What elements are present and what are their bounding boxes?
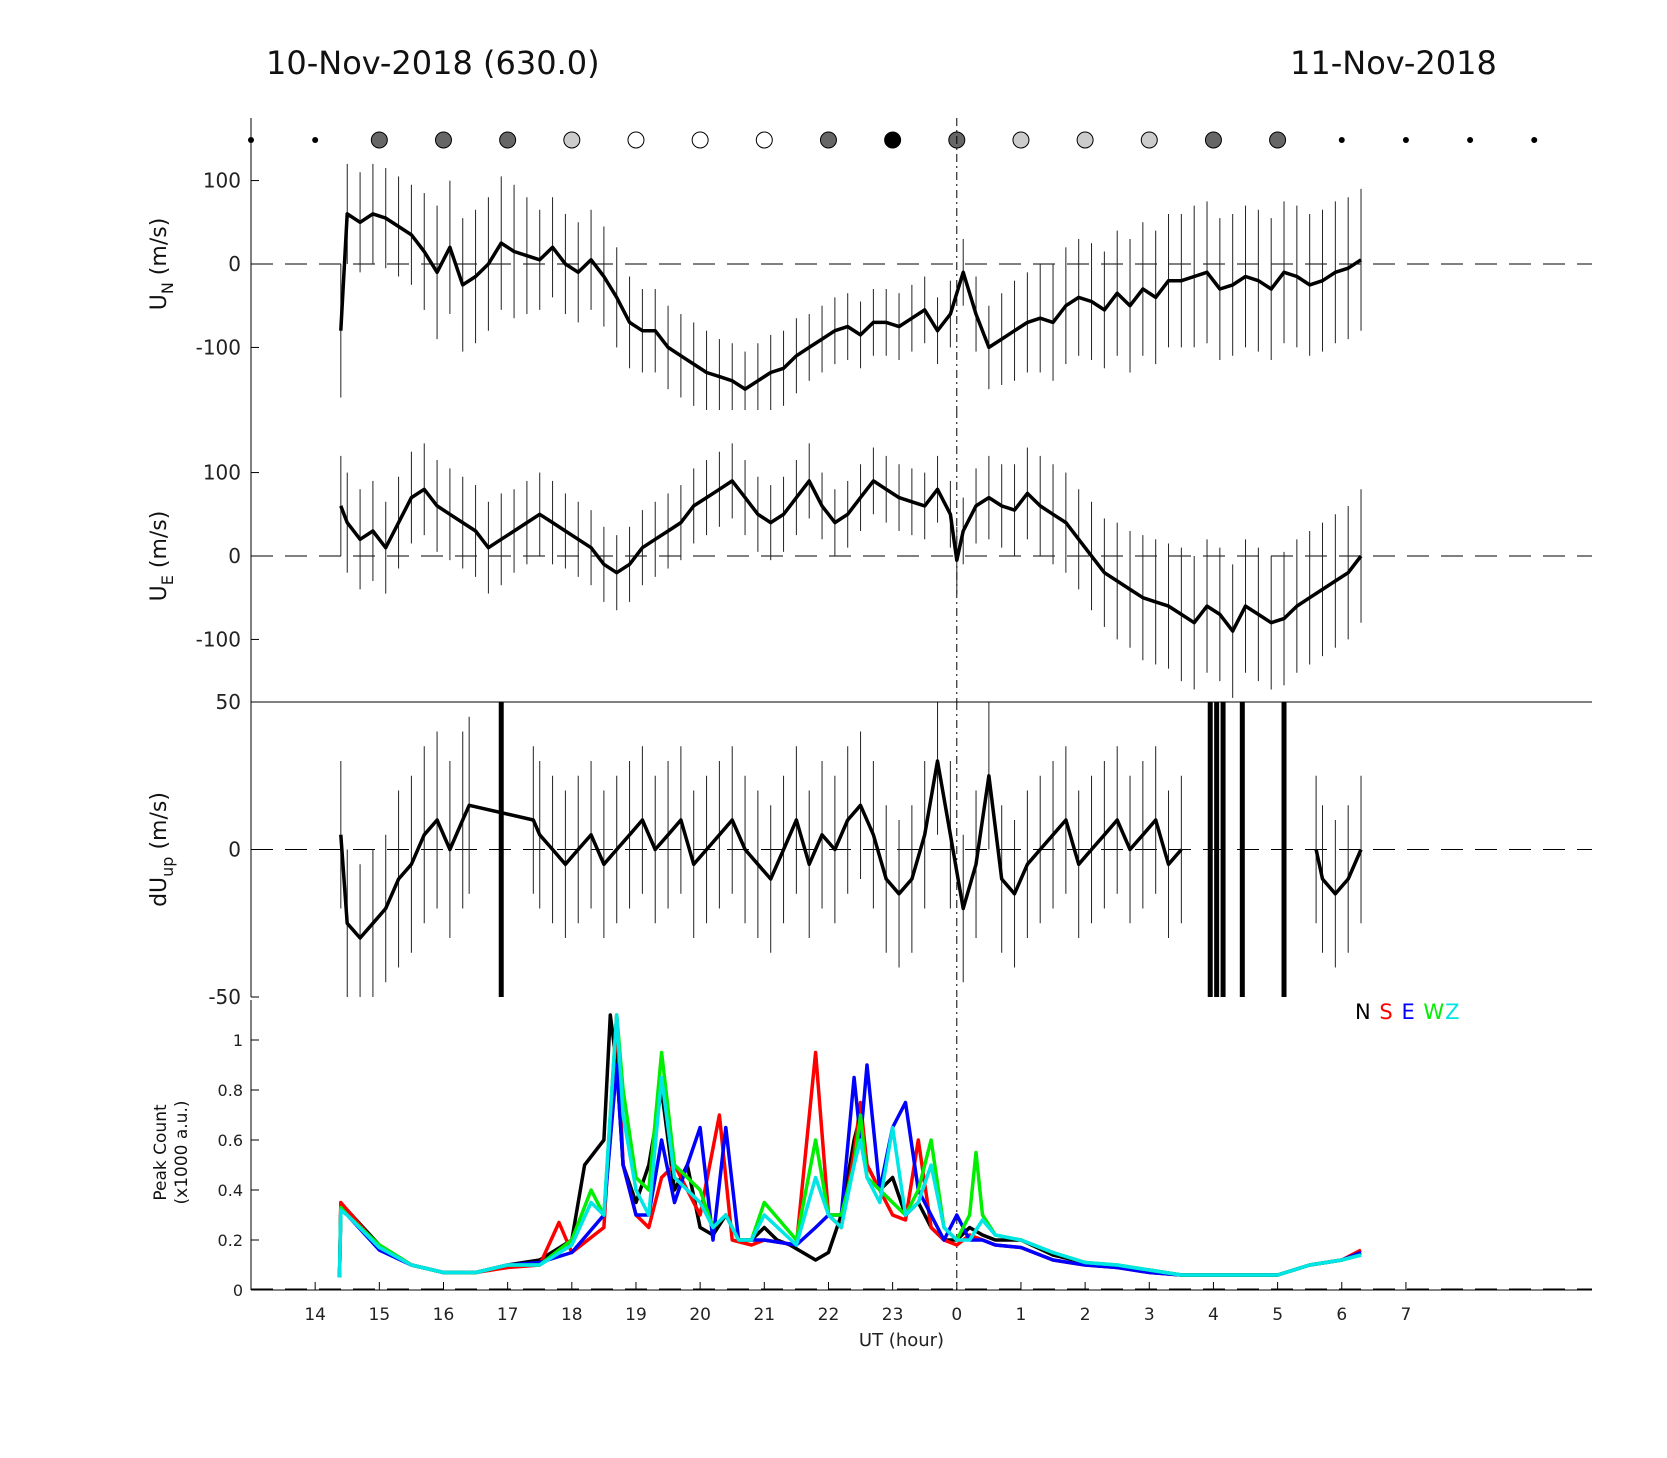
x-tick-label: 5 bbox=[1272, 1305, 1283, 1325]
x-tick-label: 17 bbox=[497, 1305, 519, 1325]
y-tick-label: 0 bbox=[228, 252, 241, 276]
y-label-sub: up bbox=[158, 857, 177, 877]
marker-light-gray bbox=[1076, 131, 1094, 149]
x-tick-label: 2 bbox=[1080, 1305, 1091, 1325]
y-tick-label: 1 bbox=[233, 1031, 243, 1050]
marker-light-gray bbox=[1140, 131, 1158, 149]
series-line-z bbox=[337, 1013, 1362, 1278]
legend: N S E WZ bbox=[1355, 1000, 1461, 1024]
marker-dot bbox=[1531, 137, 1538, 143]
marker-dark-gray bbox=[1269, 131, 1287, 149]
y-tick-label: 0.2 bbox=[218, 1231, 243, 1250]
panel-dup: 50 0 -50 dUup (m/s) bbox=[147, 690, 1592, 1009]
marker-dot bbox=[1402, 137, 1409, 143]
y-label-unit: (m/s) bbox=[147, 218, 172, 282]
y-tick-label: -100 bbox=[196, 627, 241, 651]
marker-black bbox=[884, 131, 902, 149]
y-label-main: dU bbox=[147, 877, 172, 907]
marker-white bbox=[691, 131, 709, 149]
x-tick-label: 0 bbox=[951, 1305, 962, 1325]
x-tick-label: 16 bbox=[433, 1305, 455, 1325]
y-axis-label: UE (m/s) bbox=[147, 511, 177, 602]
marker-light-gray bbox=[563, 131, 581, 149]
x-tick-label: 15 bbox=[369, 1305, 391, 1325]
legend-e: E bbox=[1401, 1000, 1416, 1024]
y-label-unit: (m/s) bbox=[147, 511, 172, 575]
marker-dot bbox=[1338, 137, 1345, 143]
y-label-main: U bbox=[147, 294, 172, 310]
y-tick-label: 0 bbox=[228, 838, 241, 862]
panel-ue: 100 0 -100 UE (m/s) bbox=[147, 410, 1592, 702]
x-tick-label: 20 bbox=[689, 1305, 711, 1325]
y-tick-label: 0.8 bbox=[218, 1081, 243, 1100]
y-label-sub: E bbox=[158, 575, 177, 585]
sky-condition-markers bbox=[248, 131, 1538, 149]
x-tick-label: 18 bbox=[561, 1305, 583, 1325]
legend-n: N bbox=[1355, 1000, 1372, 1024]
marker-dark-gray bbox=[499, 131, 517, 149]
y-tick-label: -50 bbox=[208, 985, 241, 1009]
y-label-unit: (m/s) bbox=[147, 792, 172, 856]
marker-dark-gray bbox=[370, 131, 388, 149]
date-title-right: 11-Nov-2018 bbox=[1290, 44, 1497, 82]
x-axis-label: UT (hour) bbox=[859, 1330, 944, 1351]
y-label-main: U bbox=[147, 585, 172, 601]
marker-light-gray bbox=[1012, 131, 1030, 149]
x-tick-label: 22 bbox=[818, 1305, 840, 1325]
y-tick-label: 0 bbox=[228, 544, 241, 568]
y-tick-label: 100 bbox=[203, 461, 241, 485]
y-tick-label: 50 bbox=[216, 690, 241, 714]
y-axis-label-unit: (x1000 a.u.) bbox=[172, 1101, 192, 1205]
legend-w: W bbox=[1423, 1000, 1446, 1024]
x-tick-label: 6 bbox=[1336, 1305, 1347, 1325]
panel-un: 100 0 -100 UN (m/s) bbox=[147, 118, 1592, 410]
series-line bbox=[1314, 848, 1363, 896]
x-tick-label: 14 bbox=[304, 1305, 326, 1325]
date-title-left: 10-Nov-2018 (630.0) bbox=[266, 44, 600, 82]
marker-dot bbox=[1467, 137, 1474, 143]
y-tick-label: 0 bbox=[233, 1281, 243, 1300]
marker-dark-gray bbox=[1204, 131, 1222, 149]
x-tick-label: 1 bbox=[1016, 1305, 1027, 1325]
series-line bbox=[339, 479, 1363, 633]
y-axis-label-main: Peak Count bbox=[151, 1104, 171, 1201]
marker-dark-gray bbox=[819, 131, 837, 149]
marker-white bbox=[627, 131, 645, 149]
legend-s: S bbox=[1379, 1000, 1394, 1024]
series-line-s bbox=[337, 1013, 1362, 1278]
y-axis-label: UN (m/s) bbox=[147, 218, 177, 311]
legend-z: Z bbox=[1445, 1000, 1461, 1024]
y-label-sub: N bbox=[158, 282, 177, 294]
y-axis-label: dUup (m/s) bbox=[147, 792, 177, 907]
y-tick-label: -100 bbox=[196, 335, 241, 359]
series-line bbox=[339, 212, 1362, 391]
x-tick-label: 19 bbox=[625, 1305, 647, 1325]
x-tick-label: 7 bbox=[1401, 1305, 1412, 1325]
series-line bbox=[339, 759, 1183, 940]
x-tick-label: 3 bbox=[1144, 1305, 1155, 1325]
y-tick-label: 0.6 bbox=[218, 1131, 243, 1150]
x-tick-label: 4 bbox=[1208, 1305, 1219, 1325]
marker-dot bbox=[312, 137, 319, 143]
series-line-n bbox=[337, 1013, 1362, 1278]
x-tick-label: 23 bbox=[882, 1305, 904, 1325]
marker-white bbox=[755, 131, 773, 149]
x-tick-label: 21 bbox=[753, 1305, 775, 1325]
marker-dark-gray bbox=[434, 131, 452, 149]
y-tick-label: 100 bbox=[203, 169, 241, 193]
series-line-w bbox=[337, 1013, 1362, 1278]
y-tick-label: 0.4 bbox=[218, 1181, 243, 1200]
